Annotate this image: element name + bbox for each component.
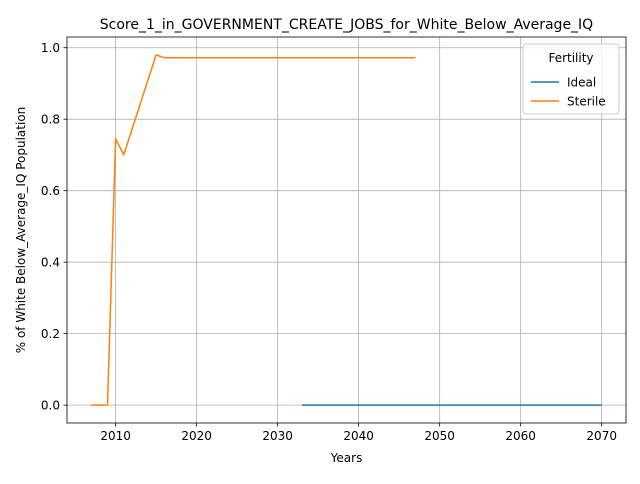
y-axis-label: % of White Below_Average_IQ Population: [14, 107, 28, 354]
legend-items: Ideal Sterile: [531, 76, 606, 109]
y-axis-ticks: 0.0 0.2 0.4 0.6 0.8 1.0: [41, 41, 67, 413]
x-tick-label: 2010: [100, 429, 131, 443]
x-axis-label: Years: [330, 451, 363, 465]
y-tick-label: 0.2: [41, 327, 60, 341]
y-tick-label: 0.4: [41, 256, 60, 270]
legend-label-sterile: Sterile: [567, 95, 606, 109]
x-tick-label: 2050: [424, 429, 455, 443]
x-tick-label: 2060: [505, 429, 536, 443]
series-lines: [91, 54, 602, 406]
x-tick-label: 2030: [262, 429, 293, 443]
y-tick-label: 0.0: [41, 399, 60, 413]
plot-area-frame: [66, 36, 627, 424]
legend-title: Fertility: [548, 51, 593, 65]
series-line-sterile: [91, 54, 416, 406]
x-tick-label: 2070: [586, 429, 617, 443]
legend-box: [522, 43, 620, 115]
grid-lines: [67, 37, 626, 423]
y-tick-label: 0.8: [41, 113, 60, 127]
legend: Fertility Ideal Sterile: [522, 43, 620, 115]
y-tick-label: 0.6: [41, 184, 60, 198]
chart-title: Score_1_in_GOVERNMENT_CREATE_JOBS_for_Wh…: [100, 17, 593, 33]
y-tick-label: 1.0: [41, 41, 60, 55]
legend-label-ideal: Ideal: [567, 76, 596, 90]
x-tick-label: 2020: [181, 429, 212, 443]
x-axis-ticks: 2010 2020 2030 2040 2050 2060 2070: [100, 423, 617, 443]
x-tick-label: 2040: [343, 429, 374, 443]
